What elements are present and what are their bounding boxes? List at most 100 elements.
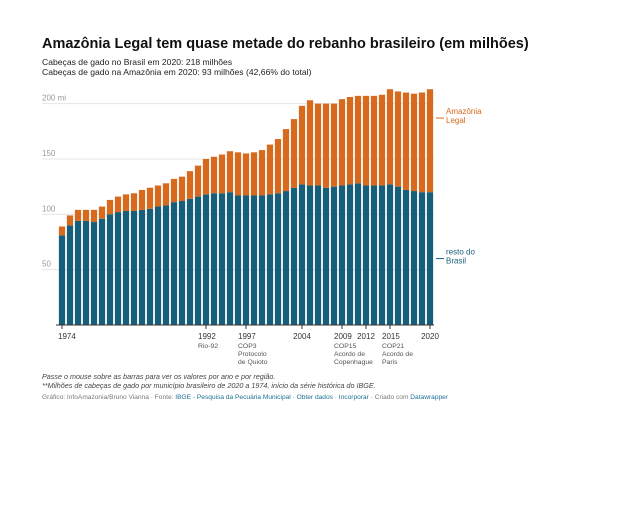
bar-amazonia-legal[interactable]	[322, 103, 330, 188]
bar-amazonia-legal[interactable]	[274, 139, 282, 194]
bar-resto-do-brasil[interactable]	[114, 212, 122, 325]
bar-resto-do-brasil[interactable]	[330, 186, 338, 325]
bar-amazonia-legal[interactable]	[194, 165, 202, 197]
bar-resto-do-brasil[interactable]	[274, 193, 282, 325]
bar-amazonia-legal[interactable]	[154, 185, 162, 207]
bar-amazonia-legal[interactable]	[354, 95, 362, 184]
bar-amazonia-legal[interactable]	[82, 209, 90, 221]
bar-amazonia-legal[interactable]	[170, 178, 178, 203]
bar-resto-do-brasil[interactable]	[106, 214, 114, 325]
bar-amazonia-legal[interactable]	[338, 99, 346, 186]
bar-resto-do-brasil[interactable]	[402, 189, 410, 325]
bar-resto-do-brasil[interactable]	[282, 191, 290, 325]
bar-resto-do-brasil[interactable]	[210, 193, 218, 325]
bar-amazonia-legal[interactable]	[346, 96, 354, 185]
bar-amazonia-legal[interactable]	[98, 206, 106, 219]
bar-amazonia-legal[interactable]	[210, 156, 218, 194]
bar-resto-do-brasil[interactable]	[426, 192, 434, 325]
bar-resto-do-brasil[interactable]	[322, 187, 330, 325]
bar-amazonia-legal[interactable]	[130, 193, 138, 211]
bar-resto-do-brasil[interactable]	[98, 218, 106, 325]
bar-amazonia-legal[interactable]	[186, 171, 194, 199]
bar-amazonia-legal[interactable]	[282, 129, 290, 192]
bar-resto-do-brasil[interactable]	[90, 222, 98, 325]
bar-resto-do-brasil[interactable]	[290, 187, 298, 325]
bar-resto-do-brasil[interactable]	[394, 186, 402, 325]
bar-resto-do-brasil[interactable]	[122, 210, 130, 325]
bar-resto-do-brasil[interactable]	[66, 225, 74, 325]
bar-amazonia-legal[interactable]	[306, 100, 314, 186]
bar-resto-do-brasil[interactable]	[298, 184, 306, 325]
bar-resto-do-brasil[interactable]	[226, 192, 234, 325]
bar-resto-do-brasil[interactable]	[338, 185, 346, 325]
bar-amazonia-legal[interactable]	[386, 89, 394, 185]
datawrapper-link[interactable]: Datawrapper	[410, 394, 449, 401]
bar-amazonia-legal[interactable]	[202, 158, 210, 195]
bar-amazonia-legal[interactable]	[178, 176, 186, 202]
bar-amazonia-legal[interactable]	[234, 152, 242, 196]
bar-amazonia-legal[interactable]	[402, 92, 410, 190]
bar-amazonia-legal[interactable]	[418, 92, 426, 193]
event-annotation: de Quioto	[238, 359, 268, 366]
bar-resto-do-brasil[interactable]	[418, 192, 426, 325]
bar-resto-do-brasil[interactable]	[370, 185, 378, 325]
x-tick-label: 1974	[58, 332, 76, 341]
bar-amazonia-legal[interactable]	[66, 215, 74, 226]
bar-amazonia-legal[interactable]	[290, 119, 298, 188]
bar-amazonia-legal[interactable]	[106, 199, 114, 215]
bar-amazonia-legal[interactable]	[74, 209, 82, 221]
bar-resto-do-brasil[interactable]	[130, 210, 138, 325]
bar-resto-do-brasil[interactable]	[202, 194, 210, 325]
bar-resto-do-brasil[interactable]	[378, 185, 386, 325]
bar-amazonia-legal[interactable]	[266, 144, 274, 195]
bar-amazonia-legal[interactable]	[314, 103, 322, 186]
embed-link[interactable]: Incorporar	[338, 394, 369, 401]
bar-amazonia-legal[interactable]	[370, 95, 378, 186]
bar-amazonia-legal[interactable]	[330, 103, 338, 187]
bar-resto-do-brasil[interactable]	[346, 184, 354, 325]
bar-resto-do-brasil[interactable]	[218, 193, 226, 325]
bar-resto-do-brasil[interactable]	[386, 184, 394, 325]
source-link[interactable]: IBGE - Pesquisa da Pecuária Municipal	[175, 394, 291, 401]
bar-resto-do-brasil[interactable]	[74, 220, 82, 325]
bar-resto-do-brasil[interactable]	[234, 195, 242, 325]
bar-resto-do-brasil[interactable]	[306, 185, 314, 325]
get-data-link[interactable]: Obter dados	[296, 394, 333, 401]
bar-resto-do-brasil[interactable]	[146, 208, 154, 325]
bar-amazonia-legal[interactable]	[250, 152, 258, 196]
bar-amazonia-legal[interactable]	[122, 194, 130, 211]
bar-resto-do-brasil[interactable]	[258, 195, 266, 325]
bar-resto-do-brasil[interactable]	[362, 185, 370, 325]
bar-amazonia-legal[interactable]	[410, 93, 418, 192]
bar-resto-do-brasil[interactable]	[58, 235, 66, 325]
bar-amazonia-legal[interactable]	[226, 151, 234, 193]
bar-amazonia-legal[interactable]	[90, 209, 98, 223]
bar-amazonia-legal[interactable]	[162, 183, 170, 206]
bar-amazonia-legal[interactable]	[114, 196, 122, 213]
bar-resto-do-brasil[interactable]	[186, 198, 194, 325]
bar-amazonia-legal[interactable]	[218, 154, 226, 194]
bar-resto-do-brasil[interactable]	[266, 194, 274, 325]
bar-resto-do-brasil[interactable]	[250, 195, 258, 325]
bar-amazonia-legal[interactable]	[298, 105, 306, 185]
bar-amazonia-legal[interactable]	[258, 150, 266, 196]
bar-amazonia-legal[interactable]	[362, 95, 370, 186]
bar-amazonia-legal[interactable]	[138, 189, 146, 210]
bar-resto-do-brasil[interactable]	[162, 205, 170, 325]
bar-amazonia-legal[interactable]	[378, 94, 386, 186]
bar-resto-do-brasil[interactable]	[154, 206, 162, 325]
bar-amazonia-legal[interactable]	[394, 91, 402, 187]
bar-resto-do-brasil[interactable]	[242, 195, 250, 325]
bar-resto-do-brasil[interactable]	[314, 185, 322, 325]
bar-resto-do-brasil[interactable]	[410, 191, 418, 325]
bar-resto-do-brasil[interactable]	[194, 196, 202, 325]
bar-resto-do-brasil[interactable]	[170, 202, 178, 325]
bar-resto-do-brasil[interactable]	[82, 220, 90, 325]
bar-resto-do-brasil[interactable]	[178, 201, 186, 325]
bar-amazonia-legal[interactable]	[242, 153, 250, 196]
bar-amazonia-legal[interactable]	[146, 187, 154, 209]
bar-amazonia-legal[interactable]	[426, 89, 434, 193]
bar-resto-do-brasil[interactable]	[354, 183, 362, 325]
bar-amazonia-legal[interactable]	[58, 226, 66, 236]
bar-resto-do-brasil[interactable]	[138, 209, 146, 325]
